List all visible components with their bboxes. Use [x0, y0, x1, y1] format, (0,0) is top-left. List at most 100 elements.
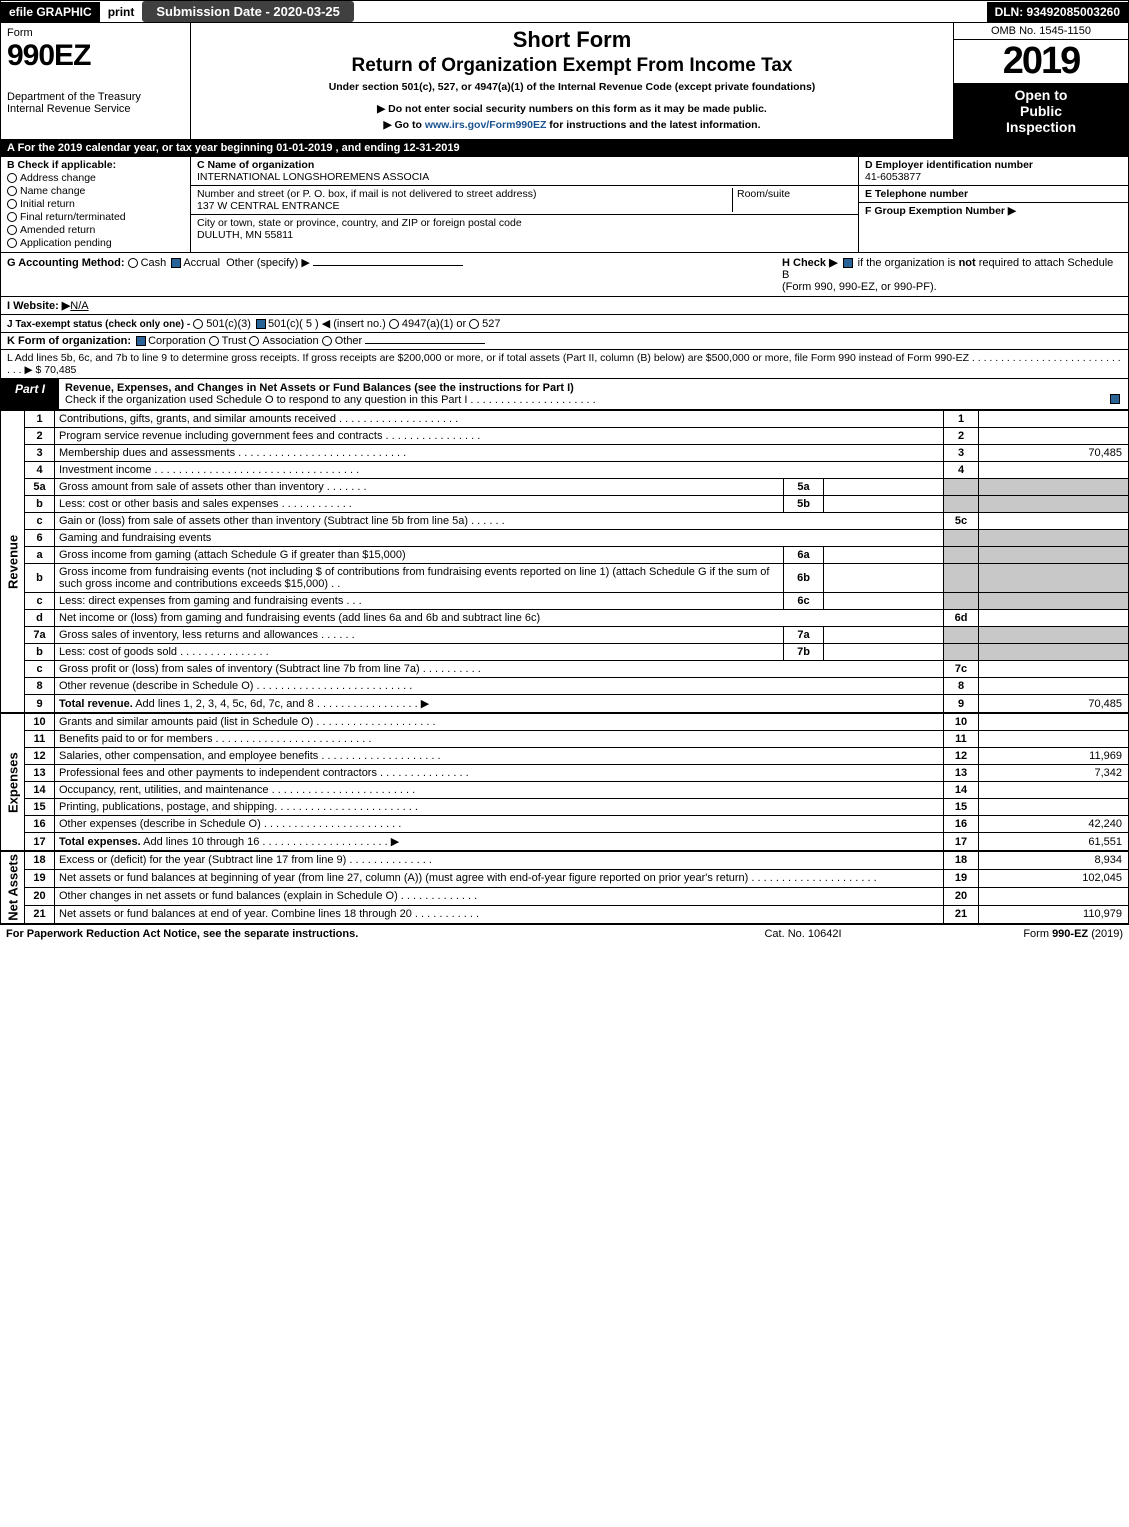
chk-final-return[interactable]: Final return/terminated: [7, 211, 184, 223]
line-number: 18: [25, 852, 55, 870]
chk-name-change[interactable]: Name change: [7, 185, 184, 197]
j-o2: 501(c)( 5 ) ◀ (insert no.): [268, 318, 386, 330]
cat-no: Cat. No. 10642I: [703, 928, 903, 940]
line-number: 10: [25, 714, 55, 731]
no-ssn-note: ▶ Do not enter social security numbers o…: [197, 103, 947, 115]
under-section: Under section 501(c), 527, or 4947(a)(1)…: [197, 81, 947, 93]
line-number: 14: [25, 782, 55, 799]
tel-row: E Telephone number: [859, 185, 1128, 202]
chk-amended-return[interactable]: Amended return: [7, 224, 184, 236]
line-desc: Printing, publications, postage, and shi…: [55, 799, 944, 816]
g-h-row: G Accounting Method: Cash Accrual Other …: [0, 253, 1129, 297]
line-number: 4: [25, 462, 55, 479]
dept-treasury: Department of the Treasury: [7, 91, 184, 103]
k-label: K Form of organization:: [7, 335, 131, 347]
org-name: INTERNATIONAL LONGSHOREMENS ASSOCIA: [197, 171, 429, 183]
j-o1: 501(c)(3): [206, 318, 251, 330]
line-value: [979, 610, 1129, 627]
footer: For Paperwork Reduction Act Notice, see …: [0, 924, 1129, 943]
line-value: [979, 411, 1129, 428]
addr-row: Number and street (or P. O. box, if mail…: [191, 186, 858, 215]
cash-label: Cash: [141, 257, 167, 269]
line-desc: Total revenue. Add lines 1, 2, 3, 4, 5c,…: [55, 695, 944, 713]
line-value: [979, 593, 1129, 610]
table-row: Net Assets18Excess or (deficit) for the …: [1, 852, 1129, 870]
line-ref: [944, 644, 979, 661]
chk-application-pending[interactable]: Application pending: [7, 237, 184, 249]
line-number: c: [25, 661, 55, 678]
line-number: 19: [25, 869, 55, 887]
table-row: 7aGross sales of inventory, less returns…: [1, 627, 1129, 644]
form-number: 990EZ: [7, 39, 184, 73]
side-label: Net Assets: [1, 852, 25, 924]
open1: Open to: [956, 87, 1126, 103]
part-i-title: Revenue, Expenses, and Changes in Net As…: [59, 379, 1128, 409]
irs-link[interactable]: www.irs.gov/Form990EZ: [425, 119, 547, 131]
k-corp-checkbox[interactable]: [136, 336, 146, 346]
line-ref: 19: [944, 869, 979, 887]
line-ref: [944, 627, 979, 644]
table-row: cGross profit or (loss) from sales of in…: [1, 661, 1129, 678]
j-501c-checkbox[interactable]: [256, 319, 266, 329]
line-desc: Salaries, other compensation, and employ…: [55, 748, 944, 765]
calendar-year-row: A For the 2019 calendar year, or tax yea…: [0, 140, 1129, 157]
accrual-checkbox[interactable]: [171, 258, 181, 268]
print-link[interactable]: print: [100, 2, 143, 22]
line-value: [979, 661, 1129, 678]
group-exemption-label: F Group Exemption Number ▶: [865, 205, 1016, 217]
line-number: 6: [25, 530, 55, 547]
tel-label: E Telephone number: [865, 188, 968, 200]
i-website-row: I Website: ▶N/A: [0, 297, 1129, 315]
part-i-schedule-o-checkbox[interactable]: [1110, 394, 1120, 404]
ein-row: D Employer identification number 41-6053…: [859, 157, 1128, 185]
table-row: 14Occupancy, rent, utilities, and mainte…: [1, 782, 1129, 799]
table-row: 3Membership dues and assessments . . . .…: [1, 445, 1129, 462]
line-value: 7,342: [979, 765, 1129, 782]
line-ref: 14: [944, 782, 979, 799]
k-trust-radio[interactable]: [209, 336, 219, 346]
line-value: [979, 644, 1129, 661]
line-ref: 1: [944, 411, 979, 428]
table-row: 4Investment income . . . . . . . . . . .…: [1, 462, 1129, 479]
line-desc: Net assets or fund balances at beginning…: [55, 869, 944, 887]
k-form-org-row: K Form of organization: Corporation Trus…: [0, 333, 1129, 350]
k-assoc-radio[interactable]: [249, 336, 259, 346]
table-row: bGross income from fundraising events (n…: [1, 564, 1129, 593]
g-accounting: G Accounting Method: Cash Accrual Other …: [7, 256, 782, 293]
mini-label: 7a: [784, 627, 824, 644]
mini-value: [824, 644, 944, 661]
open2: Public: [956, 103, 1126, 119]
chk-initial-return[interactable]: Initial return: [7, 198, 184, 210]
table-row: 21Net assets or fund balances at end of …: [1, 905, 1129, 923]
k-other-radio[interactable]: [322, 336, 332, 346]
line-number: b: [25, 496, 55, 513]
line-number: 5a: [25, 479, 55, 496]
line-desc: Contributions, gifts, grants, and simila…: [55, 411, 944, 428]
line-ref: 21: [944, 905, 979, 923]
line-desc: Occupancy, rent, utilities, and maintena…: [55, 782, 944, 799]
chk-address-change[interactable]: Address change: [7, 172, 184, 184]
open-to-public-box: Open to Public Inspection: [954, 83, 1128, 139]
table-row: 12Salaries, other compensation, and empl…: [1, 748, 1129, 765]
cash-radio[interactable]: [128, 258, 138, 268]
line-value: 110,979: [979, 905, 1129, 923]
h-check: H Check ▶ if the organization is not req…: [782, 256, 1122, 293]
line-value: [979, 496, 1129, 513]
line-ref: 10: [944, 714, 979, 731]
line-ref: 7c: [944, 661, 979, 678]
j-527-radio[interactable]: [469, 319, 479, 329]
line-value: [979, 887, 1129, 905]
mini-value: [824, 496, 944, 513]
c-name-label: C Name of organization: [197, 159, 314, 171]
j-4947-radio[interactable]: [389, 319, 399, 329]
room-suite: Room/suite: [732, 188, 852, 212]
table-row: 20Other changes in net assets or fund ba…: [1, 887, 1129, 905]
line-desc: Less: cost or other basis and sales expe…: [55, 496, 784, 513]
h-label: H Check ▶: [782, 257, 838, 269]
line-desc: Gross income from fundraising events (no…: [55, 564, 784, 593]
mini-label: 7b: [784, 644, 824, 661]
h-text3: (Form 990, 990-EZ, or 990-PF).: [782, 281, 937, 293]
line-desc: Gross profit or (loss) from sales of inv…: [55, 661, 944, 678]
h-checkbox[interactable]: [843, 258, 853, 268]
j-501c3-radio[interactable]: [193, 319, 203, 329]
